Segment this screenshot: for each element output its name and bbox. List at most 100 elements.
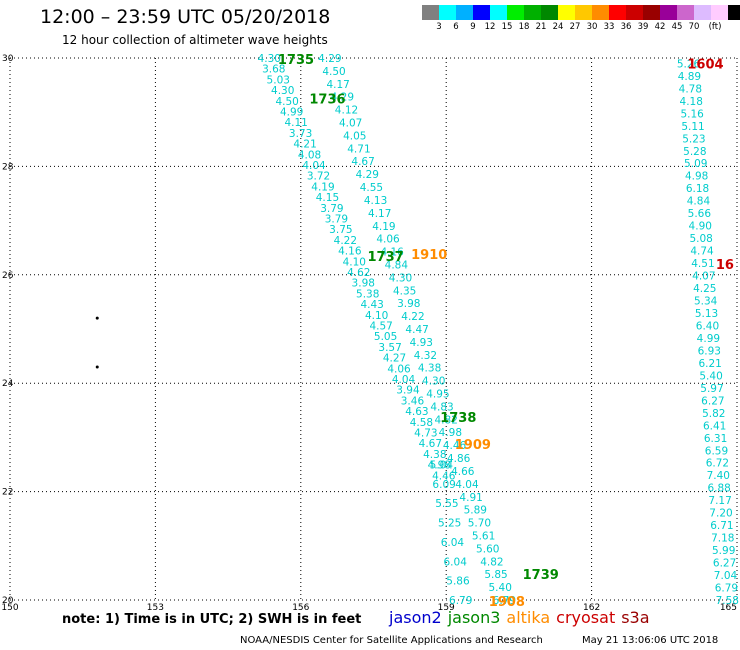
wave-height-value: 4.22: [334, 235, 357, 247]
wave-height-value: 4.29: [356, 169, 379, 181]
satellite-legend-item: altika: [506, 608, 551, 627]
wave-height-value: 5.05: [374, 331, 397, 343]
color-swatch: [490, 5, 507, 20]
wave-height-value: 4.58: [410, 417, 433, 429]
wave-height-value: 4.06: [387, 363, 411, 375]
pass-time-label: 1910: [411, 248, 447, 263]
color-scale-tick: 21: [535, 22, 547, 32]
pass-time-label: 1736: [309, 93, 345, 108]
wave-height-value: 4.25: [693, 283, 716, 295]
wave-height-value: 5.89: [464, 505, 487, 517]
wave-height-value: 4.38: [423, 449, 446, 461]
wave-height-value: 4.73: [414, 428, 437, 440]
color-scale-tick: 39: [637, 22, 649, 32]
wave-height-value: 5.60: [476, 543, 499, 555]
wave-height-value: 4.32: [414, 350, 437, 362]
wave-height-value: 5.26: [677, 58, 701, 70]
color-swatch: [558, 5, 575, 20]
wave-height-value: 4.99: [697, 333, 720, 345]
wave-height-value: 5.66: [688, 208, 712, 220]
wave-height-value: 5.85: [484, 569, 507, 581]
pass-time-label: 1908: [489, 595, 525, 610]
color-scale-bar: [422, 5, 740, 20]
x-tick-label: 150: [1, 603, 18, 613]
satellite-legend: jason2 jason3 altika cryosat s3a: [389, 608, 656, 627]
wave-height-value: 6.04: [441, 537, 465, 549]
wave-height-value: 6.40: [696, 320, 719, 332]
wave-height-value: 4.16: [380, 247, 404, 259]
satellite-legend-item: jason3: [447, 608, 501, 627]
pass-time-label: 16: [716, 258, 734, 273]
y-tick-label: 30: [2, 54, 14, 64]
color-scale-tick: 3: [436, 22, 442, 32]
footer-credit: NOAA/NESDIS Center for Satellite Applica…: [240, 635, 543, 646]
wave-height-value: 3.73: [289, 128, 312, 140]
wave-height-value: 5.70: [468, 518, 491, 530]
wave-height-value: 3.46: [401, 395, 425, 407]
color-swatch: [541, 5, 558, 20]
wave-height-value: 4.04: [455, 479, 479, 491]
color-swatch: [422, 5, 439, 20]
y-tick-label: 26: [2, 271, 14, 281]
color-scale-tick: 27: [569, 22, 581, 32]
wave-height-value: 3.79: [325, 214, 348, 226]
wave-height-value: 5.03: [267, 74, 290, 86]
wave-height-value: 7.20: [709, 508, 732, 520]
wave-height-value: 4.86: [447, 453, 471, 465]
pass-time-label: 1604: [687, 57, 723, 72]
satellite-legend-item: jason2: [389, 608, 442, 627]
wave-height-value: 4.98: [685, 171, 708, 183]
pass-time-label: 1909: [455, 438, 491, 453]
wave-height-value: 4.30: [422, 376, 445, 388]
color-swatch: [524, 5, 541, 20]
wave-height-value: 4.84: [385, 259, 409, 271]
wave-height-value: 4.30: [271, 85, 294, 97]
pass-time-label: 1737: [368, 250, 404, 265]
wave-height-value: 3.72: [307, 171, 330, 183]
x-tick-label: 153: [147, 603, 164, 613]
wave-height-value: 6.04: [444, 556, 468, 568]
wave-height-value: 3.75: [329, 224, 352, 236]
wave-height-value: 4.98: [428, 460, 451, 472]
wave-height-value: 5.61: [472, 530, 495, 542]
wave-height-value: 6.27: [701, 395, 724, 407]
units-note: note: 1) Time is in UTC; 2) SWH is in fe…: [62, 612, 362, 627]
wave-height-value: 4.62: [347, 267, 370, 279]
wave-height-value: 4.11: [284, 117, 307, 129]
wave-height-value: 4.17: [368, 208, 391, 220]
wave-height-value: 4.08: [298, 149, 321, 161]
wave-height-value: 5.11: [681, 121, 704, 133]
wave-height-value: 4.93: [410, 337, 433, 349]
wave-height-value: 5.34: [694, 296, 718, 308]
wave-height-value: 4.35: [393, 285, 416, 297]
color-scale-tick: 33: [603, 22, 615, 32]
wave-height-value: 4.30: [258, 53, 281, 65]
wave-height-value: 4.74: [690, 246, 714, 258]
wave-height-value: 4.19: [311, 181, 334, 193]
pass-time-label: 1735: [278, 53, 314, 68]
wave-height-value: 7.04: [714, 570, 738, 582]
wave-height-value: 6.31: [704, 433, 727, 445]
color-swatch: [575, 5, 592, 20]
color-scale-tick: 70: [688, 22, 700, 32]
color-scale-tick: 9: [470, 22, 476, 32]
wave-height-value: 6.09: [432, 479, 455, 491]
wave-height-value: 4.98: [439, 427, 462, 439]
wave-height-value: 4.84: [687, 196, 711, 208]
wave-height-value: 4.89: [678, 71, 701, 83]
satellite-legend-item: cryosat: [556, 608, 616, 627]
x-tick-label: 156: [292, 603, 309, 613]
color-swatch: [439, 5, 456, 20]
color-scale-tick: 30: [586, 22, 598, 32]
data-dot: [95, 365, 99, 369]
wave-height-value: 6.72: [706, 458, 729, 470]
wave-height-value: 6.79: [715, 583, 738, 595]
wave-height-value: 5.99: [712, 545, 735, 557]
wave-height-value: 6.88: [707, 483, 730, 495]
wave-height-value: 4.30: [389, 272, 412, 284]
pass-time-label: 1739: [523, 568, 559, 583]
wave-height-value: 4.04: [302, 160, 326, 172]
wave-height-value: 4.47: [405, 324, 428, 336]
color-swatch: [592, 5, 609, 20]
pass-time-label: 1738: [440, 411, 476, 426]
